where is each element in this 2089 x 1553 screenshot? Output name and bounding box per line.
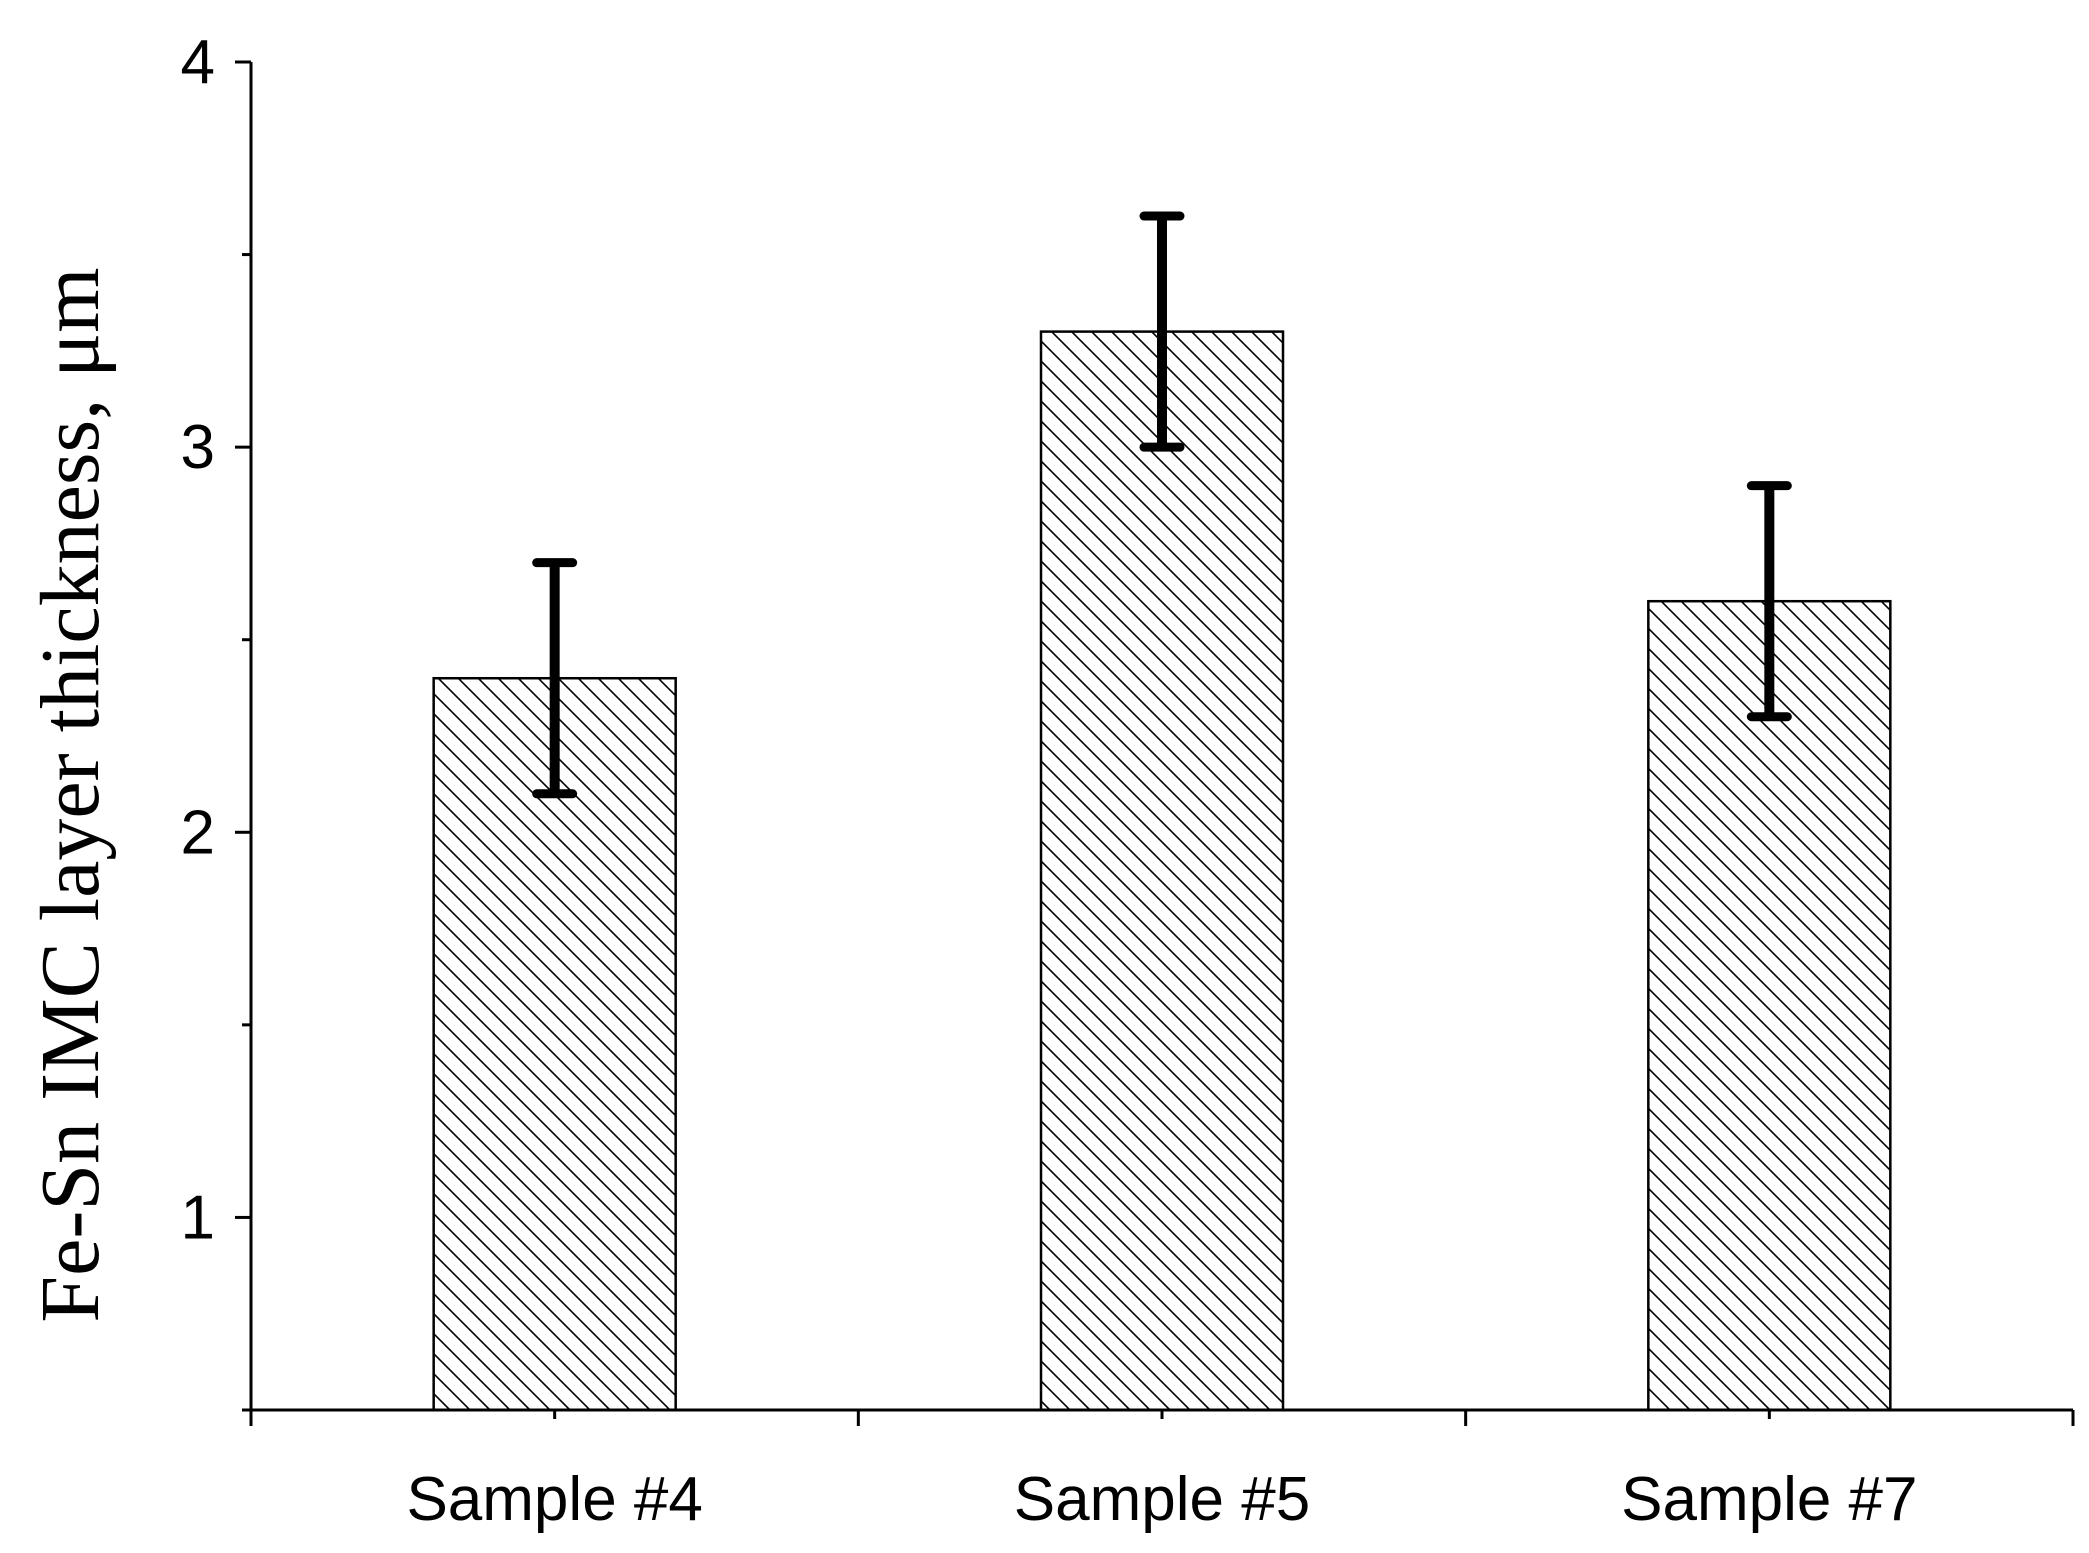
bar-1 (432, 676, 677, 1412)
bar-2 (1039, 330, 1285, 1412)
bar-3 (1647, 599, 1892, 1412)
y-tick-label-1: 1 (181, 1183, 215, 1252)
x-category-label-3: Sample #7 (1621, 1465, 1917, 1534)
x-category-label-2: Sample #5 (1014, 1465, 1310, 1534)
y-axis-title: Fe-Sn IMC layer thickness, μm (24, 267, 117, 1322)
error-bar-3 (1746, 481, 1792, 722)
error-bar-2 (1139, 211, 1185, 452)
y-tick-label-3: 3 (181, 413, 215, 482)
y-tick-label-4: 4 (181, 28, 215, 97)
x-category-label-1: Sample #4 (406, 1465, 702, 1534)
error-bar-1 (532, 558, 578, 799)
y-tick-label-2: 2 (181, 798, 215, 867)
